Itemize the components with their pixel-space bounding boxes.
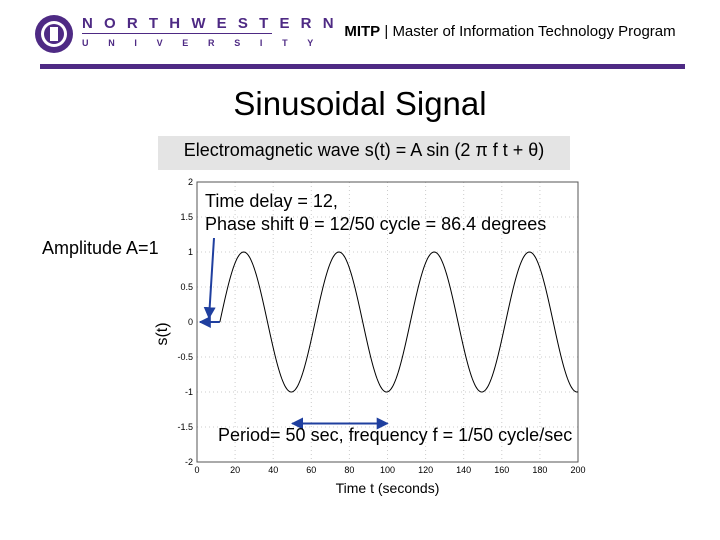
y-axis-label: s(t) (154, 322, 171, 345)
slide-title: Sinusoidal Signal (233, 85, 487, 122)
amplitude-annotation: Amplitude A=1 (42, 238, 159, 258)
y-tick-label: 1.5 (180, 212, 193, 222)
x-tick-label: 200 (570, 465, 585, 475)
x-tick-label: 180 (532, 465, 547, 475)
plot-frame (196, 181, 579, 463)
chart-ticks: 0 20 40 60 80 100 120 140 160 180 200 2 1.5 1 0.5 0 -0.5… (177, 177, 585, 475)
time-delay-annotation: Time delay = 12, Phase shift θ = 12/50 c… (205, 190, 546, 236)
y-tick-label: -1.5 (177, 422, 193, 432)
x-tick-label: 60 (306, 465, 316, 475)
x-tick-label: 80 (344, 465, 354, 475)
y-tick-label: -0.5 (177, 352, 193, 362)
program-separator: | (380, 23, 393, 40)
logo-wordmark-line2: UNIVERSITY (82, 38, 334, 48)
equation-box (158, 136, 570, 170)
period-annotation: Period= 50 sec, frequency f = 1/50 cycle… (218, 425, 573, 445)
chart-annotations (198, 237, 389, 430)
time-delay-text: Time delay = 12, (205, 191, 338, 211)
y-tick-label: 1 (188, 247, 193, 257)
x-tick-label: 0 (194, 465, 199, 475)
y-tick-label: 2 (188, 177, 193, 187)
x-tick-label: 40 (268, 465, 278, 475)
logo-wordmark-line1: NORTHWESTERN (82, 15, 345, 32)
logo-rule (82, 33, 272, 34)
y-tick-label: 0.5 (180, 282, 193, 292)
y-tick-label: -2 (185, 457, 193, 467)
x-tick-label: 120 (418, 465, 433, 475)
sine-wave-series (219, 251, 579, 393)
x-tick-label: 160 (494, 465, 509, 475)
x-tick-label: 20 (230, 465, 240, 475)
equation-text: Electromagnetic wave s(t) = A sin (2 π f… (183, 140, 545, 160)
x-tick-label: 100 (380, 465, 395, 475)
time-delay-pointer-arrow (203, 237, 216, 320)
program-name: Master of Information Technology Program (392, 23, 676, 40)
header-bar (40, 64, 685, 69)
x-axis-label: Time t (seconds) (336, 480, 440, 496)
program-title: MITP | Master of Information Technology … (330, 22, 690, 42)
y-tick-label: 0 (188, 317, 193, 327)
phase-shift-text: Phase shift θ = 12/50 cycle = 86.4 degre… (205, 214, 547, 234)
program-abbrev: MITP (344, 23, 381, 40)
x-tick-label: 140 (456, 465, 471, 475)
y-tick-label: -1 (185, 387, 193, 397)
chart-series (219, 251, 579, 393)
university-seal-icon (35, 15, 73, 53)
